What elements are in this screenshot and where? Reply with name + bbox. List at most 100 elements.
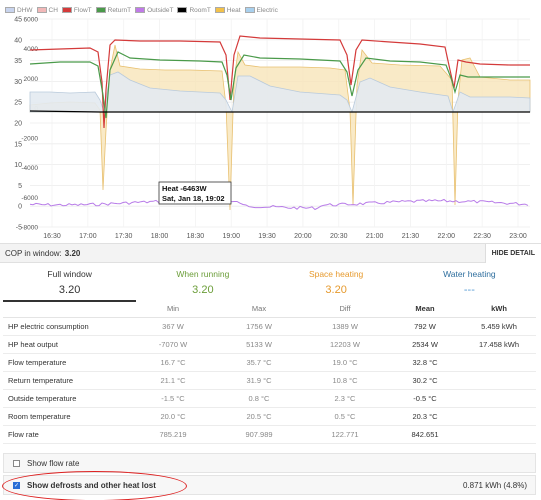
- y-left-tick: 35: [14, 58, 22, 65]
- cell-max: 0.8 °C: [216, 389, 302, 408]
- chart-tooltip: Heat -6463W Sat, Jan 18, 19:02: [158, 181, 232, 205]
- cell-kwh: 5.459 kWh: [462, 317, 536, 336]
- legend-item-dhw[interactable]: DHW: [5, 5, 33, 15]
- cell-min: 16.7 °C: [130, 353, 216, 372]
- defrost-heat-lost-value: 0.871 kWh (4.8%): [462, 480, 527, 490]
- cell-diff: 10.8 °C: [302, 371, 388, 390]
- cop-summary-bar: COP in window: 3.20 HIDE DETAIL: [0, 243, 541, 263]
- chart-grid: [30, 18, 530, 228]
- series-outsidet-line: [29, 198, 529, 211]
- option-show-defrosts[interactable]: Show defrosts and other heat lost 0.871 …: [3, 475, 536, 495]
- header-kwh: kWh: [462, 300, 536, 318]
- cop-value: 3.20: [64, 248, 81, 258]
- x-tick: 21:00: [366, 233, 384, 240]
- cell-min: 785.219: [130, 425, 216, 444]
- row-label: Outside temperature: [3, 389, 130, 408]
- cell-diff: 2.3 °C: [302, 389, 388, 408]
- cell-mean: 2534 W: [388, 335, 462, 354]
- cell-diff: 12203 W: [302, 335, 388, 354]
- table-row: Room temperature 20.0 °C 20.5 °C 0.5 °C 20.3…: [3, 407, 536, 426]
- y-right-tick: -8000: [21, 225, 38, 232]
- cell-min: -1.5 °C: [130, 389, 216, 408]
- legend-item-flowt[interactable]: FlowT: [61, 5, 92, 15]
- cell-min: 20.0 °C: [130, 407, 216, 426]
- y-left-tick: 25: [14, 100, 22, 107]
- y-left-tick: 15: [14, 141, 22, 148]
- y-left-tick: 0: [18, 204, 22, 211]
- power-temperature-chart[interactable]: DHW CH FlowT ReturnT OutsideT RoomT Heat…: [0, 0, 541, 243]
- x-tick: 16:30: [43, 233, 61, 240]
- tab-full-window[interactable]: Full window 3.20: [3, 265, 137, 302]
- option-show-flow-rate[interactable]: Show flow rate: [3, 453, 536, 473]
- cell-diff: 0.5 °C: [302, 407, 388, 426]
- cell-diff: 19.0 °C: [302, 353, 388, 372]
- cell-mean: 30.2 °C: [388, 371, 462, 390]
- cell-max: 35.7 °C: [216, 353, 302, 372]
- x-tick: 20:00: [294, 233, 312, 240]
- cell-max: 5133 W: [216, 335, 302, 354]
- cell-max: 20.5 °C: [216, 407, 302, 426]
- x-tick: 18:30: [187, 233, 205, 240]
- legend-item-heat[interactable]: Heat: [214, 5, 241, 15]
- cell-mean: 792 W: [388, 317, 462, 336]
- legend-item-returnt[interactable]: ReturnT: [95, 5, 131, 15]
- cell-mean: -0.5 °C: [388, 389, 462, 408]
- table-row: Flow rate 785.219 907.989 122.771 842.651: [3, 425, 536, 444]
- table-row: HP electric consumption 367 W 1756 W 1389 W…: [3, 317, 536, 336]
- cell-mean: 20.3 °C: [388, 407, 462, 426]
- row-label: Return temperature: [3, 371, 130, 390]
- cell-diff: 1389 W: [302, 317, 388, 336]
- table-row: Return temperature 21.1 °C 31.9 °C 10.8 °C 3…: [3, 371, 536, 390]
- y-left-tick: 40: [14, 37, 22, 44]
- svg-text:Heat -6463W: Heat -6463W: [162, 184, 208, 193]
- header-blank: [3, 300, 130, 318]
- cell-max: 907.989: [216, 425, 302, 444]
- cell-diff: 122.771: [302, 425, 388, 444]
- row-label: Flow temperature: [3, 353, 130, 372]
- tab-when-running[interactable]: When running 3.20: [176, 269, 230, 296]
- row-label: Flow rate: [3, 425, 130, 444]
- row-label: HP electric consumption: [3, 317, 130, 336]
- cell-kwh: [462, 353, 536, 372]
- header-max: Max: [216, 300, 302, 318]
- cop-label: COP in window:: [5, 248, 62, 258]
- stats-table: Min Max Diff Mean kWh HP electric consum…: [3, 300, 536, 444]
- legend-item-ch[interactable]: CH: [36, 5, 58, 15]
- y-left-tick: 20: [14, 121, 22, 128]
- x-tick: 18:00: [151, 233, 169, 240]
- y-right-tick: 2000: [24, 76, 39, 83]
- chart-legend: DHW CH FlowT ReturnT OutsideT RoomT Heat…: [5, 5, 278, 15]
- header-min: Min: [130, 300, 216, 318]
- cop-tabs: Full window 3.20 When running 3.20 Space…: [3, 265, 536, 302]
- table-row: HP heat output -7070 W 5133 W 12203 W 2534 W…: [3, 335, 536, 354]
- table-header-row: Min Max Diff Mean kWh: [3, 300, 536, 318]
- x-tick: 19:30: [258, 233, 276, 240]
- hide-detail-button[interactable]: HIDE DETAIL: [484, 244, 541, 263]
- y-right-tick: 6000: [24, 17, 39, 24]
- cell-min: 367 W: [130, 317, 216, 336]
- defrost-checkbox[interactable]: [13, 481, 20, 489]
- svg-text:Sat, Jan 18, 19:02: Sat, Jan 18, 19:02: [162, 194, 225, 203]
- legend-item-outsidet[interactable]: OutsideT: [135, 5, 173, 15]
- x-tick: 21:30: [402, 233, 420, 240]
- row-label: Room temperature: [3, 407, 130, 426]
- x-tick: 22:00: [438, 233, 456, 240]
- y-left-tick: -5: [16, 225, 22, 232]
- cell-mean: 32.8 °C: [388, 353, 462, 372]
- legend-item-electric[interactable]: Electric: [244, 5, 278, 15]
- cell-kwh: 17.458 kWh: [462, 335, 536, 354]
- legend-item-roomt[interactable]: RoomT: [177, 5, 211, 15]
- series-roomt-line: [29, 110, 530, 113]
- x-tick: 22:30: [473, 233, 491, 240]
- cell-max: 1756 W: [216, 317, 302, 336]
- flow-rate-label: Show flow rate: [27, 458, 80, 468]
- y-left-tick: 30: [14, 79, 22, 86]
- x-tick: 19:00: [222, 233, 240, 240]
- y-left-tick: 45: [14, 17, 22, 24]
- tab-space-heating[interactable]: Space heating 3.20: [308, 269, 364, 296]
- tab-water-heating[interactable]: Water heating ---: [443, 269, 496, 296]
- cell-kwh: [462, 371, 536, 390]
- flow-rate-checkbox[interactable]: [13, 459, 20, 467]
- cell-max: 31.9 °C: [216, 371, 302, 390]
